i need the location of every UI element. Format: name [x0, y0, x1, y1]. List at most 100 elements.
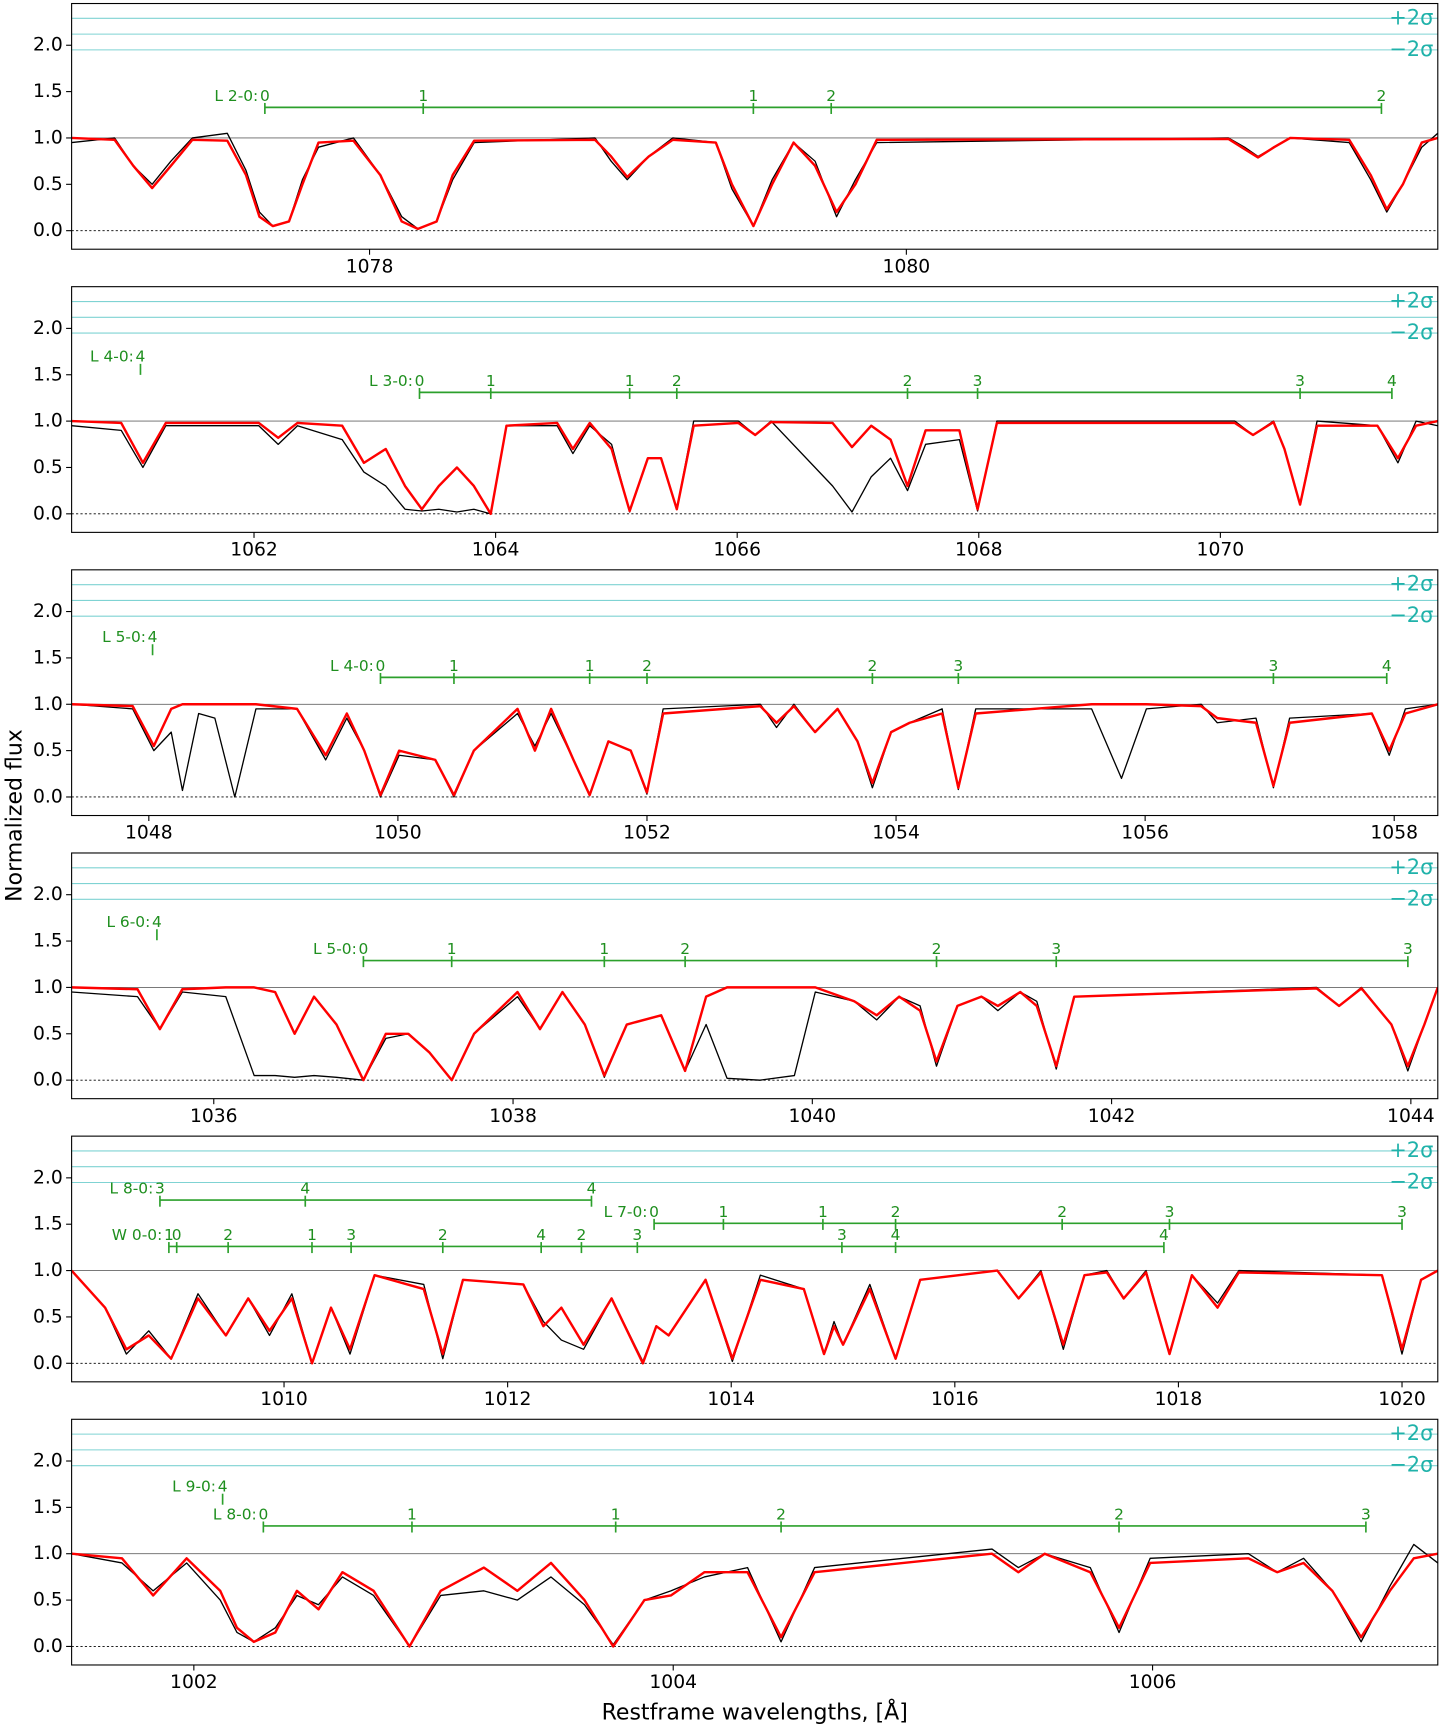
transition-band: L 9-0: 4: [172, 1478, 228, 1505]
y-tick-label: 1.0: [33, 127, 63, 148]
band-label: 4: [536, 1226, 546, 1244]
band-name: L 5-0:: [313, 940, 357, 958]
y-tick-label: 0.5: [33, 174, 63, 195]
band-label: 0: [415, 372, 425, 390]
transition-band: L 2-0: 0 1 1 2 2: [214, 87, 1386, 114]
x-axis-label: Restframe wavelengths, [Å]: [602, 1698, 908, 1725]
transition-band: L 6-0: 4: [106, 913, 162, 941]
panel: +2σ −2σ L 6-0: 4 L 5-0: 0 1 1 2 2 3 3 0.0 0.5 1.0 1.5 2.…: [33, 852, 1439, 1127]
band-label: 1: [611, 1505, 621, 1523]
band-label: 3: [155, 1180, 165, 1198]
sigma-label: −2σ: [1389, 1169, 1433, 1193]
x-tick-label: 1044: [1387, 1106, 1435, 1127]
y-tick-label: 1.5: [33, 1214, 63, 1235]
band-label: 3: [837, 1226, 847, 1244]
x-tick-label: 1020: [1378, 1389, 1426, 1410]
x-tick-label: 1040: [788, 1106, 836, 1127]
transition-band: L 7-0: 0 1 1 2 2 3 3: [604, 1203, 1407, 1230]
y-tick-label: 2.0: [33, 318, 63, 339]
band-label: 2: [577, 1226, 587, 1244]
band-label: 3: [1269, 657, 1279, 675]
band-label: 1: [164, 1226, 174, 1244]
transition-band: L 5-0: 4: [102, 628, 157, 656]
band-label: 3: [1295, 372, 1305, 390]
axes-frame: [71, 569, 1439, 817]
sigma-label: +2σ: [1389, 572, 1433, 596]
band-label: 4: [136, 348, 146, 366]
band-name: L 8-0:: [109, 1180, 153, 1198]
y-tick-label: 0.5: [33, 1023, 63, 1044]
band-label: 2: [891, 1203, 901, 1221]
transition-band: L 3-0: 0 1 1 2 2 3 3 4: [369, 372, 1397, 399]
transition-band: L 5-0: 0 1 1 2 2 3 3: [313, 940, 1413, 968]
transition-band: L 4-0: 0 1 1 2 2 3 3 4: [330, 657, 1392, 684]
plot-area: [71, 1150, 1438, 1365]
band-label: 3: [953, 657, 963, 675]
band-label: 2: [903, 372, 913, 390]
y-tick-label: 1.5: [33, 81, 63, 102]
band-label: 2: [867, 657, 877, 675]
plot-area: [71, 867, 1438, 1082]
band-label: 1: [599, 940, 609, 958]
y-tick-label: 2.0: [33, 601, 63, 622]
y-tick-label: 2.0: [33, 884, 63, 905]
band-label: 0: [649, 1203, 659, 1221]
band-label: 4: [300, 1180, 310, 1198]
y-tick-label: 1.0: [33, 1260, 63, 1281]
band-label: 1: [407, 1505, 417, 1523]
x-tick-label: 1002: [170, 1672, 218, 1693]
x-tick-label: 1004: [649, 1672, 697, 1693]
sigma-label: −2σ: [1389, 886, 1433, 910]
sigma-label: +2σ: [1389, 855, 1433, 879]
band-label: 0: [260, 87, 270, 105]
y-tick-label: 0.0: [33, 1353, 63, 1374]
sigma-label: +2σ: [1389, 1138, 1433, 1162]
y-tick-label: 1.5: [33, 931, 63, 952]
transition-band: L 8-0: 0 1 1 2 2 3: [213, 1505, 1371, 1533]
band-name: L 4-0:: [330, 657, 374, 675]
axes-frame: [71, 1135, 1439, 1383]
band-label: 4: [1159, 1226, 1169, 1244]
y-tick-label: 0.5: [33, 457, 63, 478]
x-tick-label: 1050: [374, 823, 422, 844]
y-tick-label: 0.5: [33, 740, 63, 761]
y-tick-label: 1.0: [33, 694, 63, 715]
band-label: 2: [1114, 1505, 1124, 1523]
band-label: 4: [891, 1226, 901, 1244]
x-tick-label: 1012: [484, 1389, 532, 1410]
y-tick-label: 0.0: [33, 220, 63, 241]
x-tick-label: 1018: [1155, 1389, 1203, 1410]
panel: +2σ −2σ L 2-0: 0 1 1 2 2 0.0 0.5 1.0 1.5 2.0 1078 1080: [33, 2, 1439, 277]
y-tick-label: 0.0: [33, 1070, 63, 1091]
band-label: 2: [438, 1226, 448, 1244]
x-tick-label: 1054: [872, 823, 920, 844]
x-tick-label: 1056: [1121, 823, 1169, 844]
band-label: 2: [680, 940, 690, 958]
band-label: 4: [587, 1180, 597, 1198]
y-tick-label: 2.0: [33, 35, 63, 56]
transition-band: L 4-0: 4: [90, 348, 145, 375]
band-label: 3: [632, 1226, 642, 1244]
x-tick-label: 1052: [623, 823, 671, 844]
band-label: 3: [1361, 1505, 1371, 1523]
band-label: 1: [418, 87, 428, 105]
band-label: 4: [1382, 657, 1392, 675]
band-label: 0: [376, 657, 386, 675]
axes-frame: [71, 1418, 1439, 1666]
band-label: 0: [358, 940, 368, 958]
x-tick-label: 1042: [1088, 1106, 1136, 1127]
y-tick-label: 1.0: [33, 977, 63, 998]
band-label: 4: [218, 1478, 228, 1496]
x-tick-label: 1078: [346, 256, 394, 277]
y-tick-label: 1.5: [33, 364, 63, 385]
x-tick-label: 1068: [955, 539, 1003, 560]
y-tick-label: 1.0: [33, 1543, 63, 1564]
transition-band: W 0-0: 10 2 1 3 2 4 2 3 3 4 4: [112, 1226, 1169, 1254]
y-tick-label: 0.0: [33, 503, 63, 524]
y-tick-label: 0.5: [33, 1306, 63, 1327]
band-label: 1: [625, 372, 635, 390]
band-label: 2: [672, 372, 682, 390]
y-tick-label: 1.0: [33, 411, 63, 432]
band-name: L 8-0:: [213, 1505, 257, 1523]
